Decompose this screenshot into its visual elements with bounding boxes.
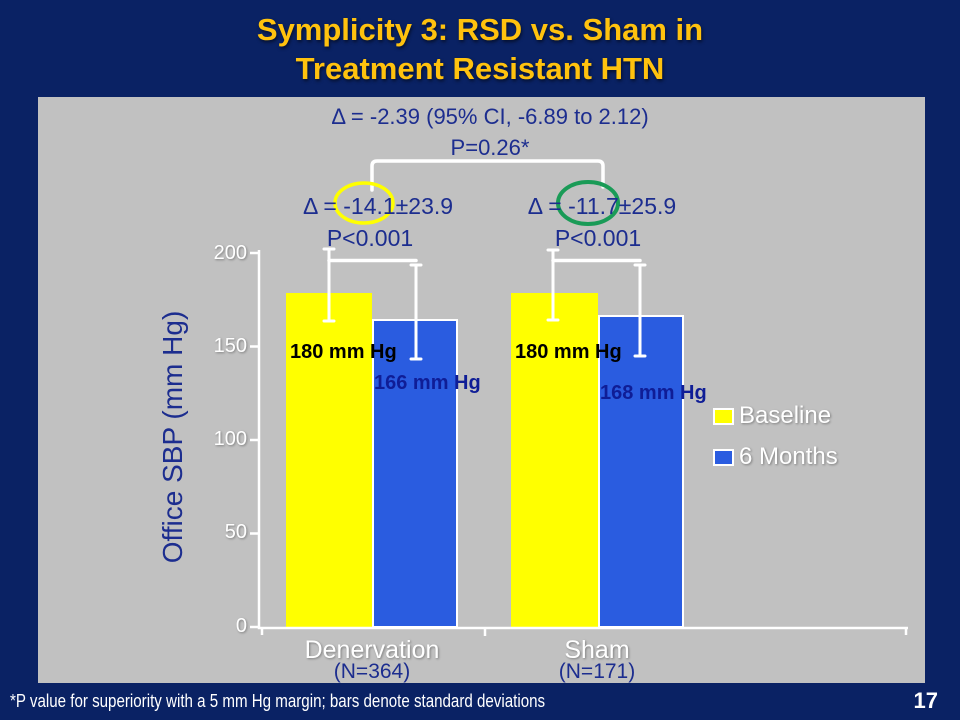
page-number: 17 <box>913 688 938 713</box>
denervation-p-value: P<0.001 <box>326 225 414 251</box>
overall-delta-annotation: Δ = -2.39 (95% CI, -6.89 to 2.12) <box>331 104 649 129</box>
y-tick-0: 0 <box>235 615 247 637</box>
y-tick-150: 150 <box>213 335 247 357</box>
legend-label-6months: 6 Months <box>739 443 838 470</box>
chart-legend: Baseline 6 Months <box>713 402 838 471</box>
category-n-denervation: (N=364) <box>333 660 411 683</box>
bar-denervation-6months <box>372 319 458 628</box>
y-tick-200: 200 <box>213 242 247 264</box>
bar-value-label-denervation-6months: 166 mm Hg <box>374 372 481 394</box>
footnote: *P value for superiority with a 5 mm Hg … <box>10 691 546 711</box>
baseline-swatch-icon <box>713 407 734 425</box>
overall-p-value: P=0.26* <box>450 135 530 160</box>
denervation-delta-annotation: Δ = -14.1±23.9 <box>302 193 454 219</box>
legend-item-baseline: Baseline <box>713 402 838 430</box>
bar-value-label-sham-6months: 168 mm Hg <box>600 382 707 404</box>
legend-item-6months: 6 Months <box>713 443 838 471</box>
category-n-sham: (N=171) <box>558 660 636 683</box>
slide-title-line-2: Treatment Resistant HTN <box>295 51 665 86</box>
sham-p-value: P<0.001 <box>554 225 642 251</box>
y-axis-title: Office SBP (mm Hg) <box>157 310 188 564</box>
slide-title-line-1: Symplicity 3: RSD vs. Sham in <box>256 12 704 47</box>
y-tick-100: 100 <box>213 428 247 450</box>
sham-delta-annotation: Δ = -11.7±25.9 <box>527 193 677 219</box>
bar-value-label-sham-baseline: 180 mm Hg <box>515 341 622 363</box>
category-label-sham: Sham <box>564 636 630 664</box>
y-tick-50: 50 <box>224 521 247 543</box>
legend-label-baseline: Baseline <box>739 402 832 429</box>
category-label-denervation: Denervation <box>304 636 440 664</box>
slide-title: Symplicity 3: RSD vs. Sham in Treatment … <box>0 10 960 88</box>
six-months-swatch-icon <box>713 448 734 466</box>
bar-value-label-denervation-baseline: 180 mm Hg <box>290 341 397 363</box>
